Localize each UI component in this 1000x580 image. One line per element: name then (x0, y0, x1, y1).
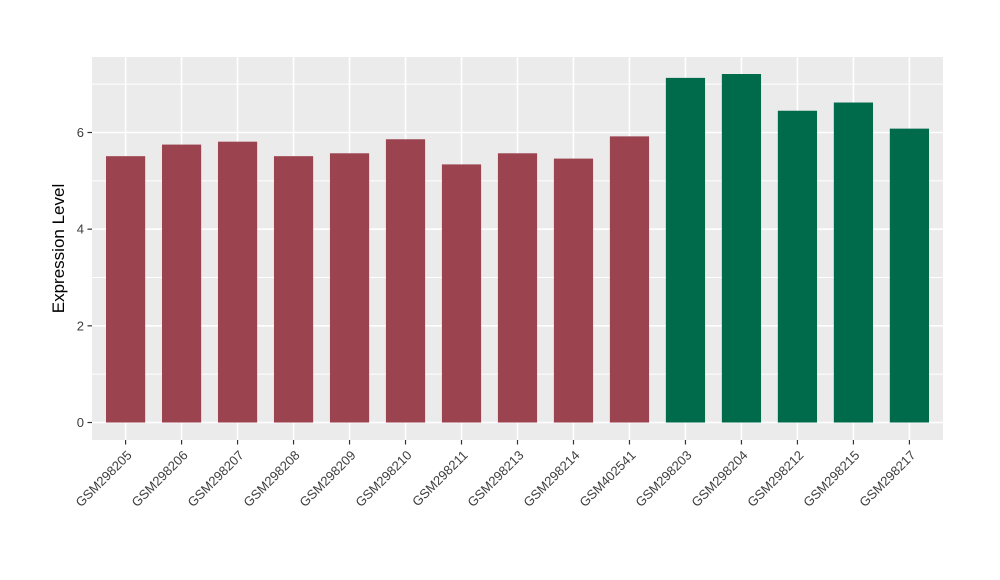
x-tick-label: GSM298203 (632, 448, 694, 510)
bar-GSM298210 (385, 139, 426, 423)
x-tick-label: GSM298210 (352, 448, 414, 510)
y-tick-label: 4 (77, 222, 84, 237)
bar-GSM298208 (273, 156, 314, 423)
bar-GSM298204 (721, 74, 762, 423)
y-tick-label: 6 (77, 125, 84, 140)
bar-GSM298212 (777, 110, 818, 423)
x-tick-label: GSM298211 (409, 448, 471, 510)
bar-GSM298206 (161, 144, 202, 423)
bar-GSM402541 (609, 136, 650, 423)
x-tick-label: GSM298207 (184, 448, 246, 510)
bar-GSM298213 (497, 153, 538, 423)
x-tick-label: GSM298214 (520, 448, 582, 510)
x-tick-label: GSM298205 (72, 448, 134, 510)
x-tick-label: GSM298212 (744, 448, 806, 510)
bar-GSM298217 (889, 128, 930, 423)
x-tick-label: GSM298208 (240, 448, 302, 510)
x-tick-label: GSM298209 (296, 448, 358, 510)
x-tick-label: GSM298215 (800, 448, 862, 510)
bar-GSM298203 (665, 77, 706, 423)
y-tick-label: 2 (77, 318, 84, 333)
x-tick-label: GSM402541 (576, 448, 638, 510)
bar-GSM298215 (833, 102, 874, 423)
y-tick-label: 0 (77, 415, 84, 430)
bar-GSM298205 (105, 156, 146, 423)
x-tick-label: GSM298204 (688, 448, 750, 510)
x-tick-label: GSM298213 (464, 448, 526, 510)
bar-GSM298207 (217, 141, 258, 423)
x-tick-label: GSM298217 (856, 448, 918, 510)
y-axis-title: Expression Level (49, 184, 68, 313)
bar-GSM298211 (441, 164, 482, 423)
x-tick-label: GSM298206 (128, 448, 190, 510)
bar-GSM298214 (553, 158, 594, 423)
chart-generated-layer: 0 2 4 6 GSM298205GSM298206GSM298207GSM298208… (72, 57, 943, 510)
bar-GSM298209 (329, 153, 370, 423)
